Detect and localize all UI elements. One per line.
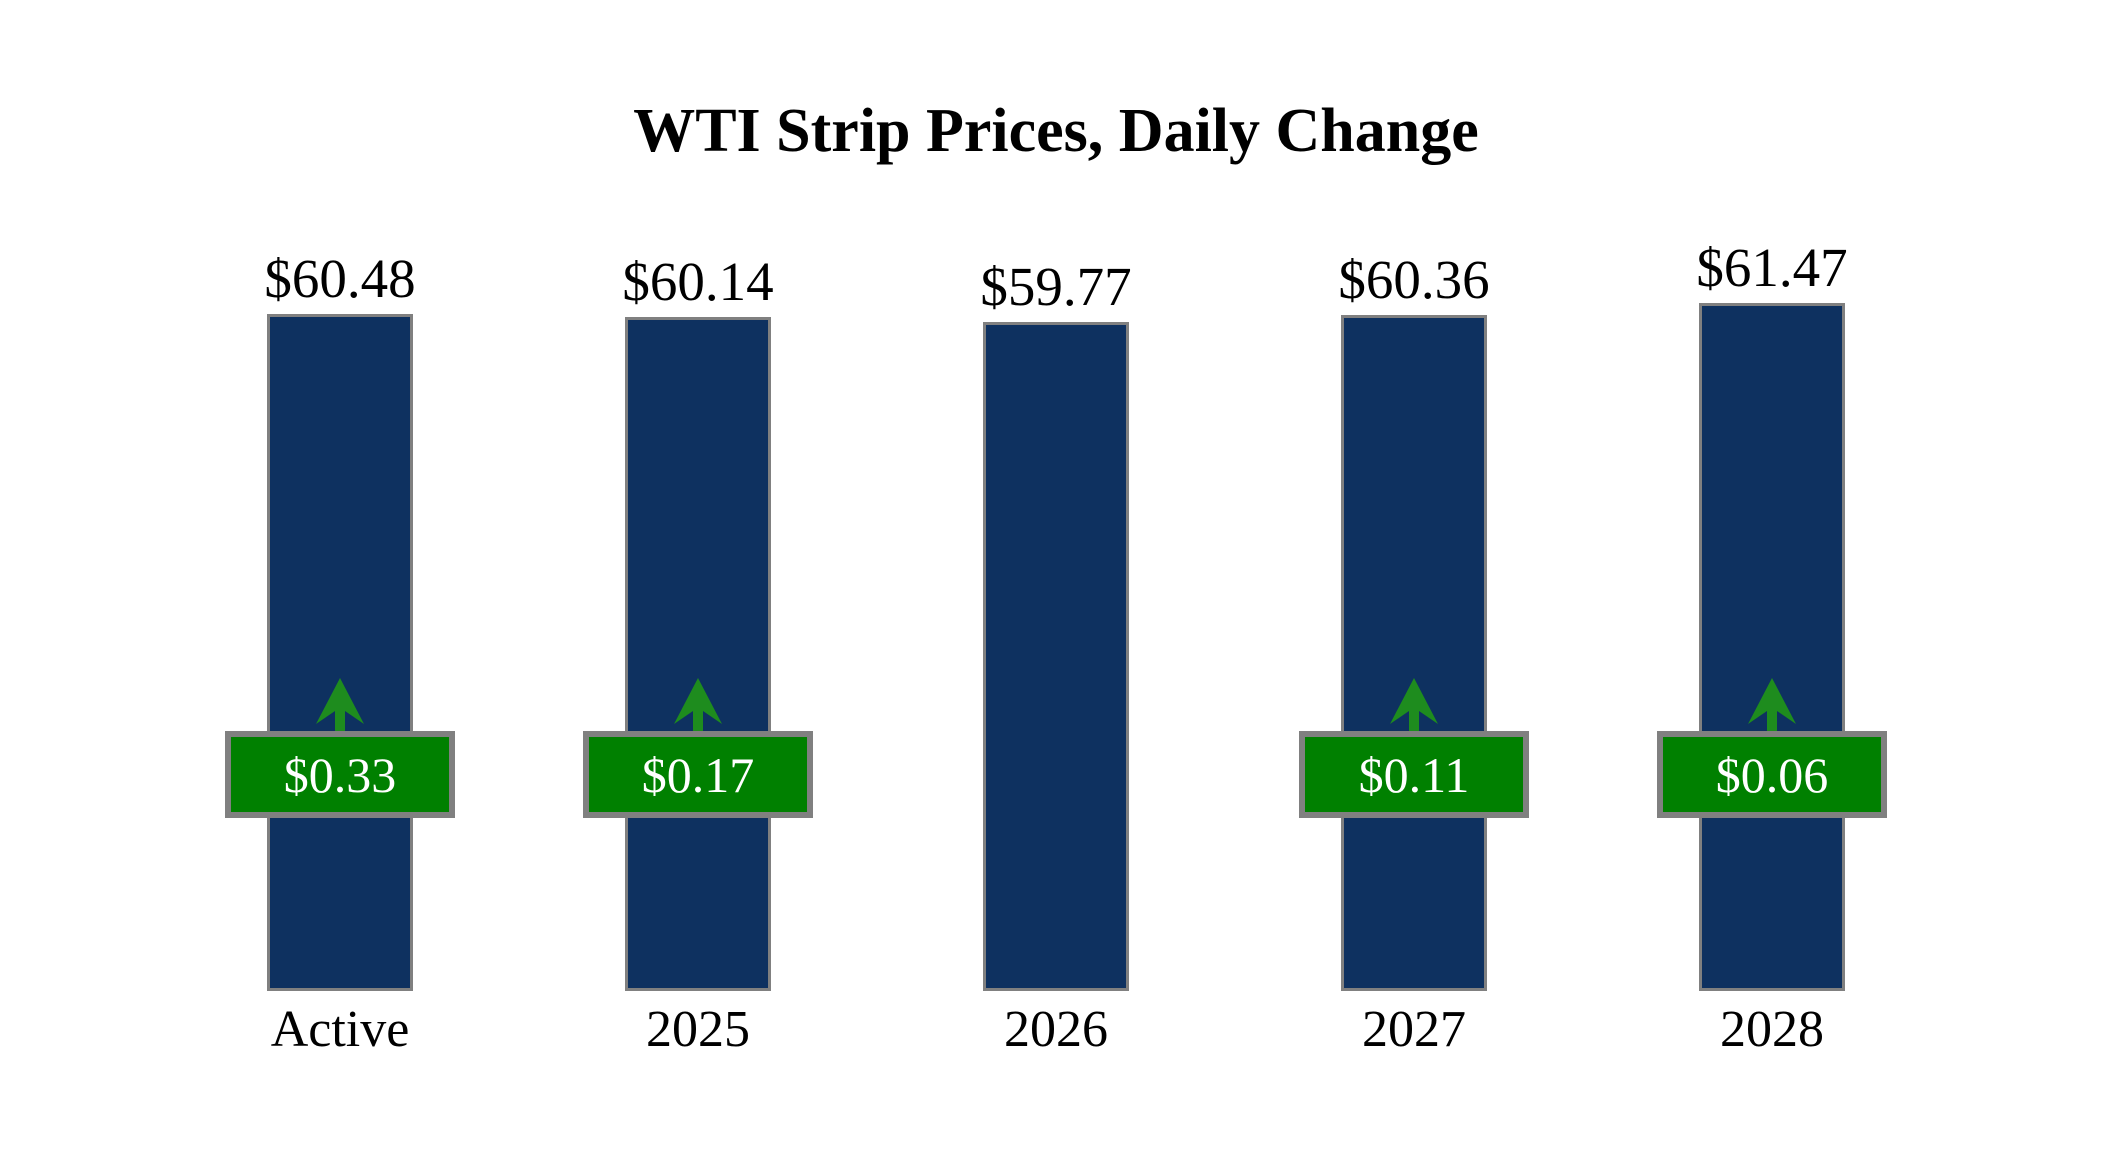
category-label: Active [270,1001,410,1058]
price-label: $59.77 [980,256,1132,317]
bar [983,322,1129,991]
change-badge: $0.33 [225,731,455,818]
category-label: 2025 [646,1001,750,1058]
bar [1341,315,1487,991]
up-arrow-icon [1748,678,1796,732]
change-badge-label: $0.17 [641,746,755,803]
change-badge-label: $0.11 [1358,746,1470,803]
price-label: $60.48 [264,248,416,309]
bar [625,317,771,991]
up-arrow-icon [674,678,722,732]
up-arrow-icon [316,678,364,732]
category-label: 2026 [1004,1001,1108,1058]
price-label: $60.36 [1338,249,1490,310]
change-badge: $0.11 [1299,731,1529,818]
chart-title: WTI Strip Prices, Daily Change [633,97,1479,165]
up-arrow-icon [1390,678,1438,732]
change-badge-label: $0.33 [283,746,397,803]
bar [1699,303,1845,991]
change-badge: $0.17 [583,731,813,818]
category-label: 2027 [1362,1001,1466,1058]
bar [267,314,413,991]
price-label: $61.47 [1696,237,1848,298]
price-label: $60.14 [622,251,774,312]
change-badge: $0.06 [1657,731,1887,818]
change-badge-label: $0.06 [1715,746,1829,803]
category-label: 2028 [1720,1001,1824,1058]
